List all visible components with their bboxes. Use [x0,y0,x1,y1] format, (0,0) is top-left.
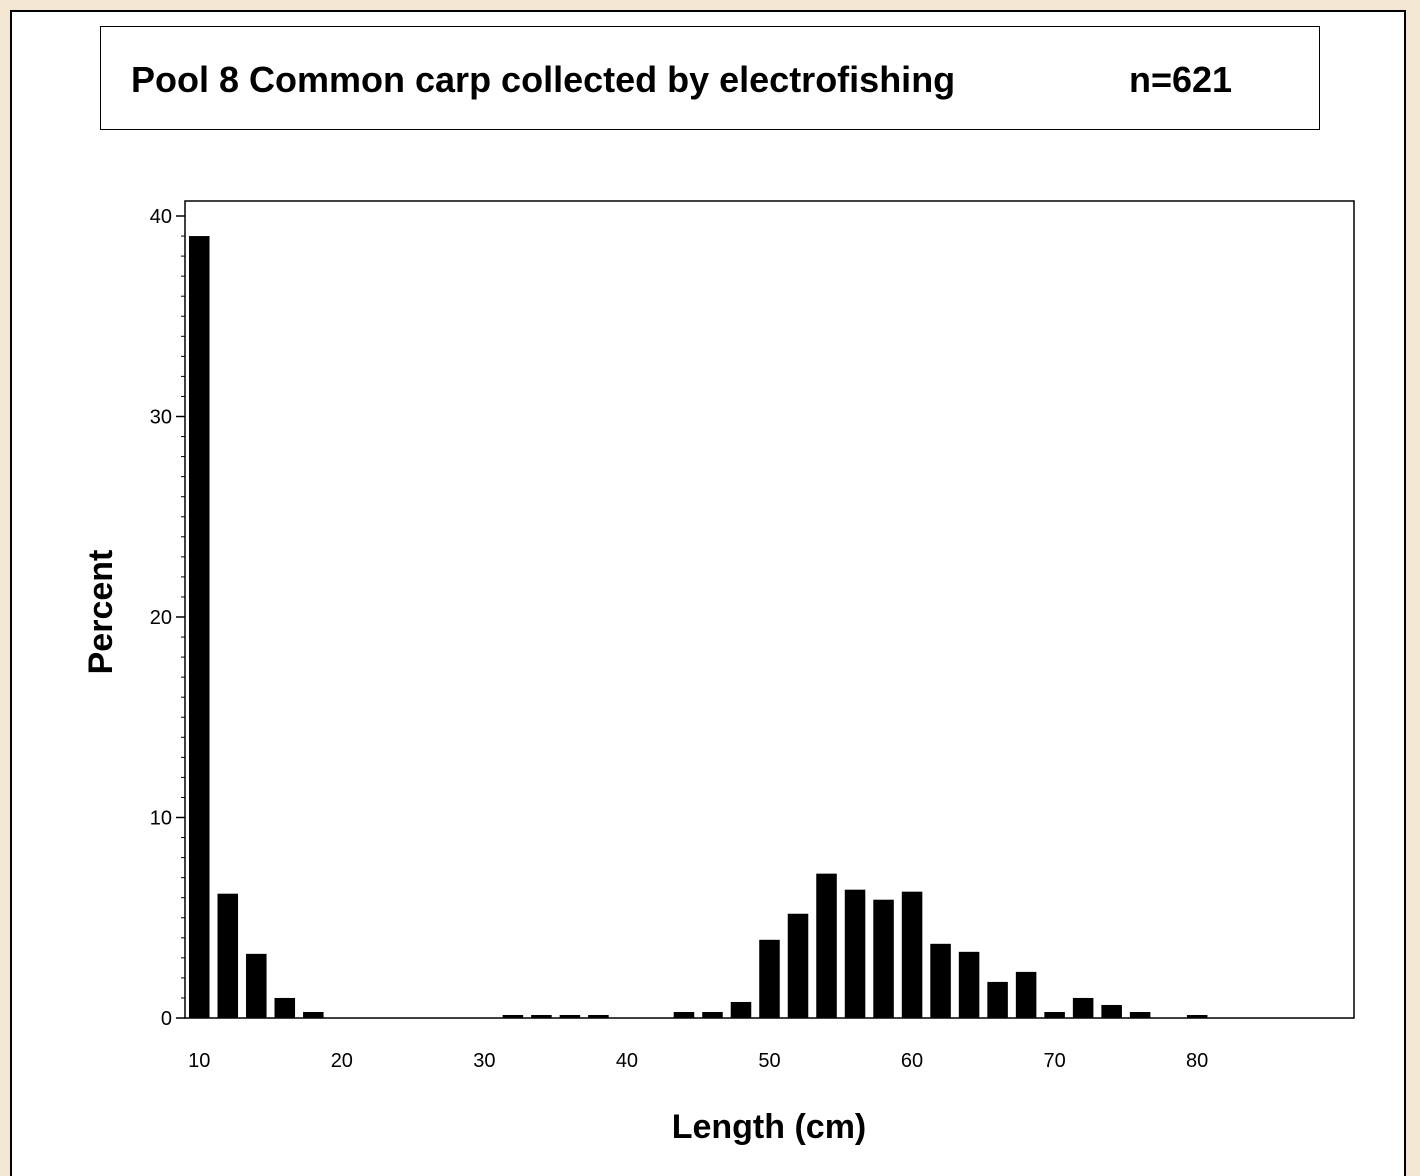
bar [844,889,866,1018]
bar [1072,997,1094,1018]
x-tick-label: 70 [1043,1050,1065,1072]
bar [274,997,296,1018]
y-tick-label: 30 [150,407,172,429]
bar [531,1014,552,1018]
bar [1101,1004,1122,1018]
sample-size-label: n=621 [1129,59,1233,100]
x-axis: 10 20 30 40 50 60 70 80 [188,1050,1208,1072]
plot-area [184,200,1355,1019]
bar [502,1014,524,1018]
bar [873,899,894,1018]
bar [559,1014,581,1018]
bar [588,1014,609,1018]
x-tick-label: 10 [188,1050,210,1072]
bar [1044,1011,1065,1018]
bar [1186,1014,1208,1018]
chart-title: Pool 8 Common carp collected by electrof… [131,59,956,100]
bar [987,981,1008,1018]
bar [930,943,951,1018]
y-tick-label: 0 [161,1008,172,1030]
y-tick-label: 40 [150,206,172,228]
y-tick-label: 20 [150,607,172,629]
x-tick-label: 60 [901,1050,923,1072]
x-tick-label: 20 [331,1050,353,1072]
bar [702,1011,723,1018]
bar [673,1011,695,1018]
x-tick-label: 80 [1186,1050,1208,1072]
bar [759,939,780,1018]
bar [958,951,980,1018]
x-tick-label: 30 [473,1050,495,1072]
bar [303,1011,324,1018]
bars [188,236,1208,1019]
bar [787,913,809,1018]
y-axis-label: Percent [82,550,120,675]
bar [1129,1011,1151,1018]
bar [217,893,239,1018]
x-tick-label: 40 [616,1050,638,1072]
bar [246,953,267,1018]
y-minor-ticks [181,235,185,999]
y-axis: 0 10 20 30 40 [150,206,185,1030]
bar [1015,971,1037,1018]
x-tick-label: 50 [758,1050,780,1072]
chart-frame [10,10,1406,1176]
bar [188,236,210,1019]
bar [816,873,837,1018]
x-axis-label: Length (cm) [672,1108,867,1146]
y-tick-label: 10 [150,808,172,830]
chart-title-box: Pool 8 Common carp collected by electrof… [100,26,1320,130]
bar [901,891,923,1018]
bar [730,1001,752,1018]
